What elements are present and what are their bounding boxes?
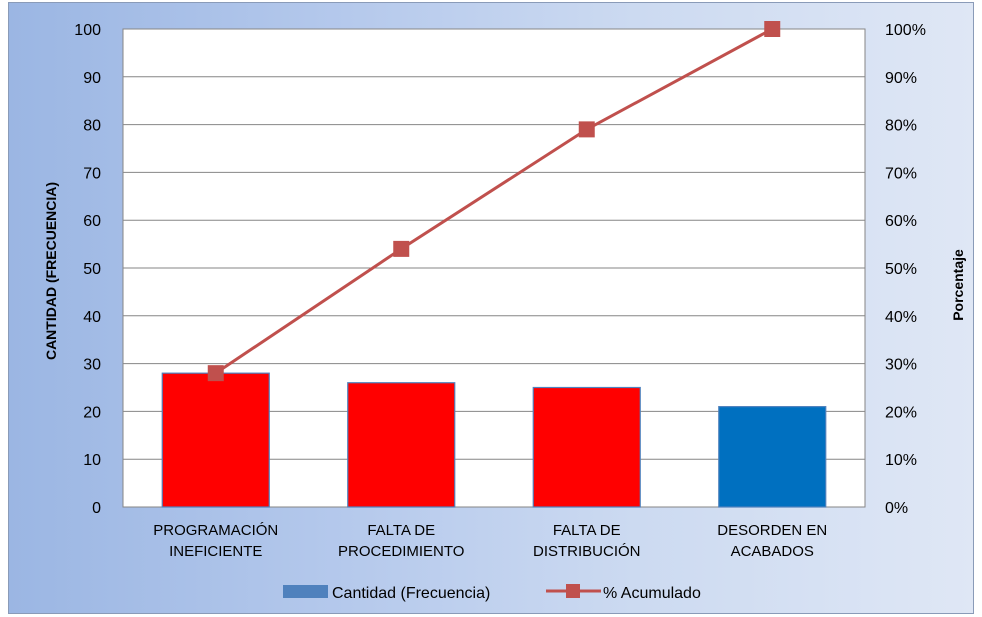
left-axis-ticks: 0 10 20 30 40 50 60 70 80 90 100 bbox=[74, 22, 101, 517]
left-axis-tick-label: 10 bbox=[83, 452, 101, 469]
cumulative-point-marker bbox=[207, 365, 224, 382]
category-label: FALTA DE bbox=[367, 522, 435, 539]
bar bbox=[161, 372, 270, 508]
right-axis-tick-label: 70% bbox=[885, 165, 917, 182]
category-label: ACABADOS bbox=[731, 543, 814, 560]
left-axis-tick-label: 30 bbox=[83, 357, 101, 374]
left-axis-tick-label: 90 bbox=[83, 70, 101, 87]
right-axis-title: Porcentaje bbox=[950, 249, 966, 321]
left-axis-tick-label: 20 bbox=[83, 404, 101, 421]
right-axis-tick-label: 30% bbox=[885, 357, 917, 374]
left-axis-tick-label: 60 bbox=[83, 213, 101, 230]
cumulative-point-marker bbox=[393, 240, 410, 257]
right-axis-ticks: 0% 10% 20% 30% 40% 50% 60% 70% 80% 90% 100% bbox=[885, 22, 926, 517]
legend-bar-swatch bbox=[283, 585, 328, 598]
plot-border bbox=[122, 28, 866, 508]
cumulative-point-marker bbox=[578, 121, 595, 138]
right-axis-tick-label: 20% bbox=[885, 404, 917, 421]
category-label: DESORDEN EN bbox=[717, 522, 827, 539]
bar-series bbox=[161, 372, 827, 508]
bar bbox=[718, 406, 827, 508]
plot-area-group bbox=[122, 21, 866, 508]
bar bbox=[532, 386, 641, 508]
legend-bar-label: Cantidad (Frecuencia) bbox=[332, 585, 490, 602]
chart-frame: 0 10 20 30 40 50 60 70 80 90 100 0% 10% 20% 30% 40% 50%… bbox=[8, 2, 974, 614]
line-series bbox=[207, 21, 781, 382]
bar bbox=[347, 382, 456, 508]
left-axis-tick-label: 70 bbox=[83, 165, 101, 182]
left-axis-tick-label: 80 bbox=[83, 118, 101, 135]
right-axis-tick-label: 90% bbox=[885, 70, 917, 87]
right-axis-tick-label: 50% bbox=[885, 261, 917, 278]
left-axis-tick-label: 40 bbox=[83, 309, 101, 326]
right-axis-tick-label: 80% bbox=[885, 118, 917, 135]
legend-line-label: % Acumulado bbox=[603, 585, 701, 602]
right-axis-tick-label: 100% bbox=[885, 22, 926, 39]
cumulative-line bbox=[214, 27, 773, 375]
legend: Cantidad (Frecuencia) % Acumulado bbox=[283, 584, 701, 602]
left-axis-tick-label: 50 bbox=[83, 261, 101, 278]
category-label: INEFICIENTE bbox=[169, 543, 262, 560]
right-axis-tick-label: 0% bbox=[885, 500, 908, 517]
right-axis-tick-label: 40% bbox=[885, 309, 917, 326]
legend-line-marker bbox=[566, 584, 580, 598]
cumulative-point-marker bbox=[764, 21, 781, 37]
left-axis-tick-label: 100 bbox=[74, 22, 101, 39]
category-label: FALTA DE bbox=[553, 522, 621, 539]
category-label: PROGRAMACIÓN bbox=[153, 522, 278, 539]
left-axis-title: CANTIDAD (FRECUENCIA) bbox=[43, 182, 59, 360]
category-label: PROCEDIMIENTO bbox=[338, 543, 464, 560]
right-axis-tick-label: 60% bbox=[885, 213, 917, 230]
right-axis-tick-label: 10% bbox=[885, 452, 917, 469]
pareto-chart: 0 10 20 30 40 50 60 70 80 90 100 0% 10% 20% 30% 40% 50%… bbox=[43, 21, 966, 602]
category-axis-labels: PROGRAMACIÓN INEFICIENTE FALTA DE PROCEDIMI… bbox=[153, 522, 827, 560]
category-label: DISTRIBUCIÓN bbox=[533, 543, 641, 560]
left-axis-tick-label: 0 bbox=[92, 500, 101, 517]
